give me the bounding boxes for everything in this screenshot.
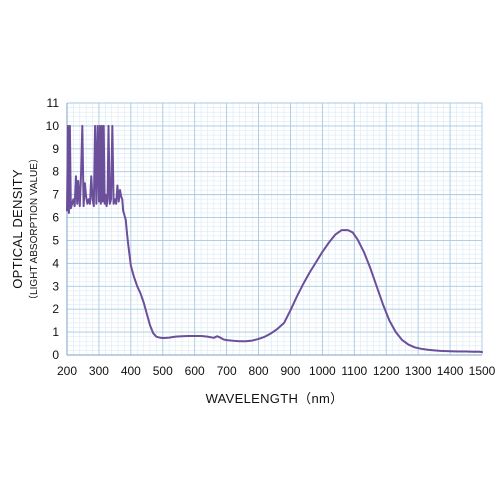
x-tick-label: 1500 (469, 364, 496, 378)
x-tick-label: 1000 (309, 364, 336, 378)
y-tick-label: 6 (52, 211, 59, 225)
minor-grid (66, 102, 483, 356)
y-axis-title: OPTICAL DENSITY (10, 169, 25, 289)
y-tick-labels: 0 1 2 3 4 5 6 7 8 9 10 11 (46, 96, 60, 362)
x-tick-label: 1300 (405, 364, 432, 378)
x-tick-label: 800 (249, 364, 269, 378)
series-line (66, 124, 483, 354)
x-tick-label: 900 (280, 364, 300, 378)
x-tick-label: 700 (217, 364, 237, 378)
x-axis-title: WAVELENGTH（nm） (206, 391, 344, 406)
y-tick-label: 10 (46, 119, 60, 133)
x-tick-label: 600 (185, 364, 205, 378)
x-tick-label: 400 (121, 364, 141, 378)
y-tick-label: 1 (52, 325, 59, 339)
x-tick-label: 500 (153, 364, 173, 378)
y-axis-subtitle: （LIGHT ABSORPTION VALUE） (28, 153, 40, 305)
y-tick-label: 3 (52, 279, 59, 293)
series-layer (66, 124, 483, 354)
y-tick-label: 8 (52, 165, 59, 179)
y-tick-label: 9 (52, 142, 59, 156)
x-tick-label: 1200 (373, 364, 400, 378)
x-tick-label: 300 (89, 364, 109, 378)
y-tick-label: 7 (52, 188, 59, 202)
x-tick-label: 1100 (341, 364, 367, 378)
y-tick-label: 5 (52, 233, 59, 247)
y-tick-label: 2 (52, 302, 59, 316)
y-tick-label: 11 (47, 96, 60, 110)
x-tick-label: 1400 (437, 364, 464, 378)
y-tick-label: 4 (52, 256, 59, 270)
x-tick-label: 200 (57, 364, 77, 378)
x-tick-labels: 200 300 400 500 600 700 800 900 1000 1100 1200 1300… (57, 364, 496, 378)
y-tick-label: 0 (52, 348, 59, 362)
